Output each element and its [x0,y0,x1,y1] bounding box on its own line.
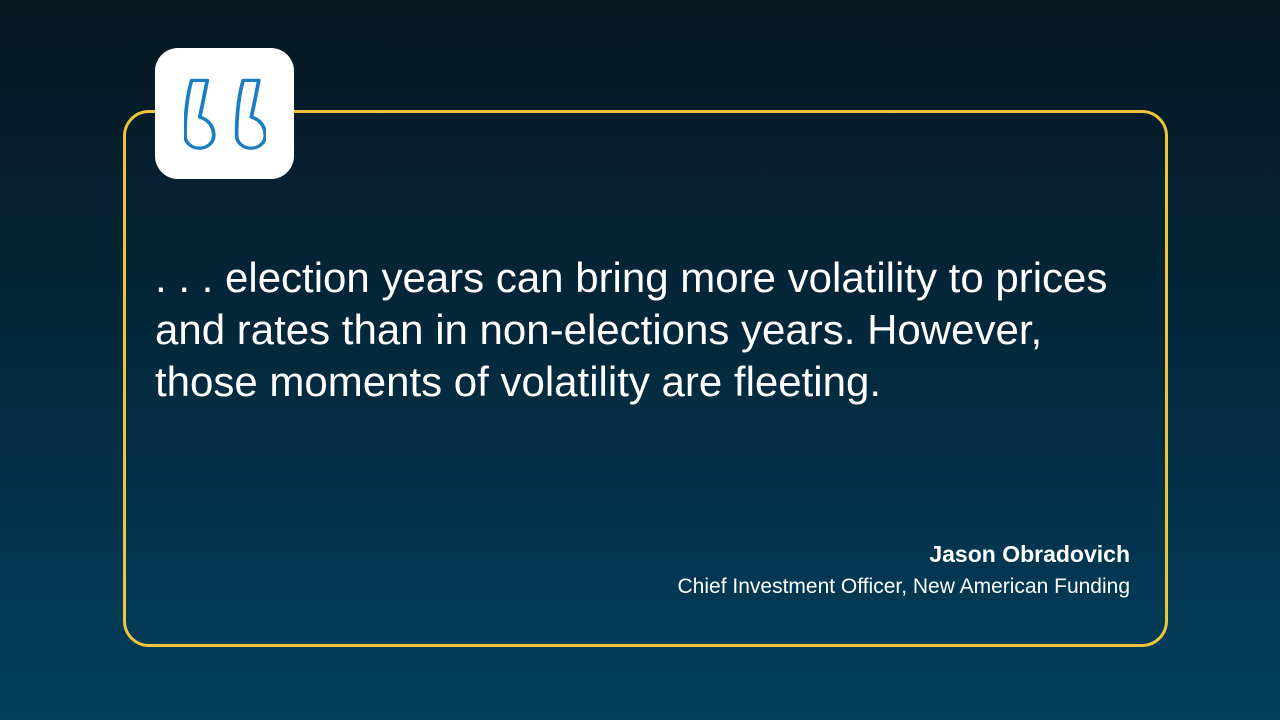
attribution-title: Chief Investment Officer, New American F… [677,575,1130,598]
quotation-marks-icon [183,78,266,150]
attribution-name: Jason Obradovich [929,541,1130,567]
quote-icon-badge [155,48,294,179]
attribution-block: Jason Obradovich Chief Investment Office… [678,539,1130,602]
quote-text: . . . election years can bring more vola… [155,254,1108,405]
quote-card [123,110,1168,647]
